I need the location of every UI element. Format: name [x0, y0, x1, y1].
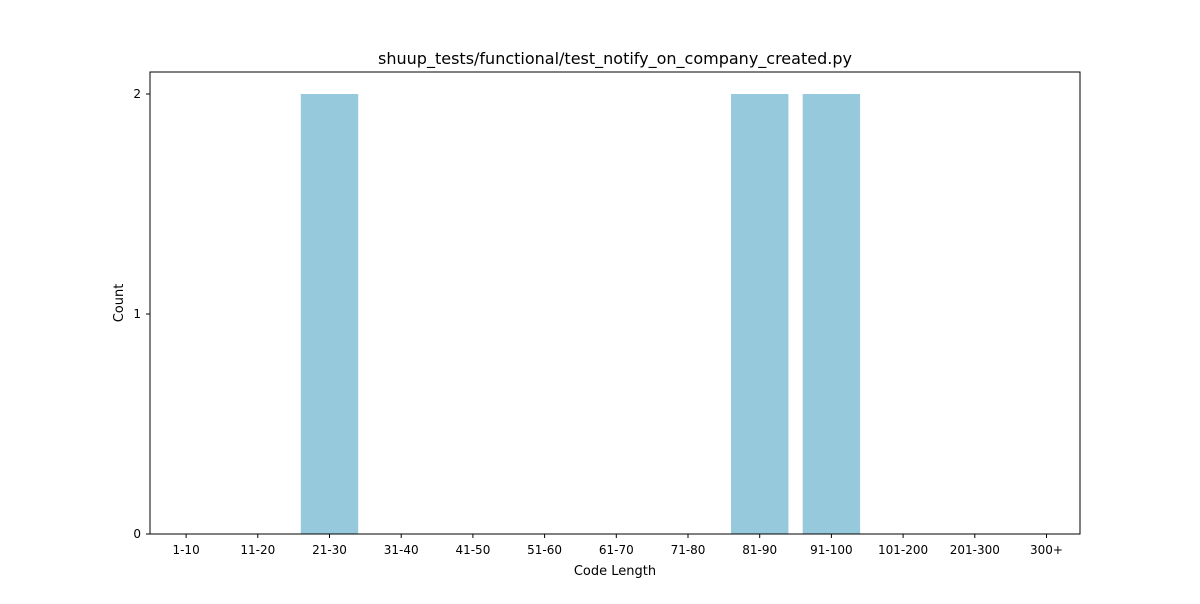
x-tick-label: 91-100	[810, 543, 853, 557]
x-tick-label: 61-70	[599, 543, 634, 557]
x-tick-label: 300+	[1030, 543, 1063, 557]
x-tick-label: 201-300	[950, 543, 1000, 557]
x-tick-label: 71-80	[671, 543, 706, 557]
y-tick-label: 2	[133, 87, 141, 101]
plot-frame	[150, 72, 1080, 534]
y-tick-label: 1	[133, 307, 141, 321]
x-axis-label: Code Length	[574, 564, 656, 579]
x-tick-label: 101-200	[878, 543, 928, 557]
x-tick-label: 51-60	[527, 543, 562, 557]
x-tick-label: 21-30	[312, 543, 347, 557]
bars-layer	[301, 94, 860, 534]
y-axis-label: Count	[112, 284, 127, 323]
x-tick-label: 81-90	[742, 543, 777, 557]
x-tick-label: 1-10	[172, 543, 199, 557]
x-tick-label: 31-40	[384, 543, 419, 557]
bar-81-90	[731, 94, 788, 534]
bar-91-100	[803, 94, 860, 534]
x-tick-label: 11-20	[240, 543, 275, 557]
axes-layer: 1-10 11-20 21-30 31-40 41-50 51-60 61-70 71-80 8…	[133, 87, 1063, 557]
x-tick-label: 41-50	[455, 543, 490, 557]
y-tick-label: 0	[133, 527, 141, 541]
bar-21-30	[301, 94, 358, 534]
chart-title: shuup_tests/functional/test_notify_on_co…	[378, 49, 852, 69]
